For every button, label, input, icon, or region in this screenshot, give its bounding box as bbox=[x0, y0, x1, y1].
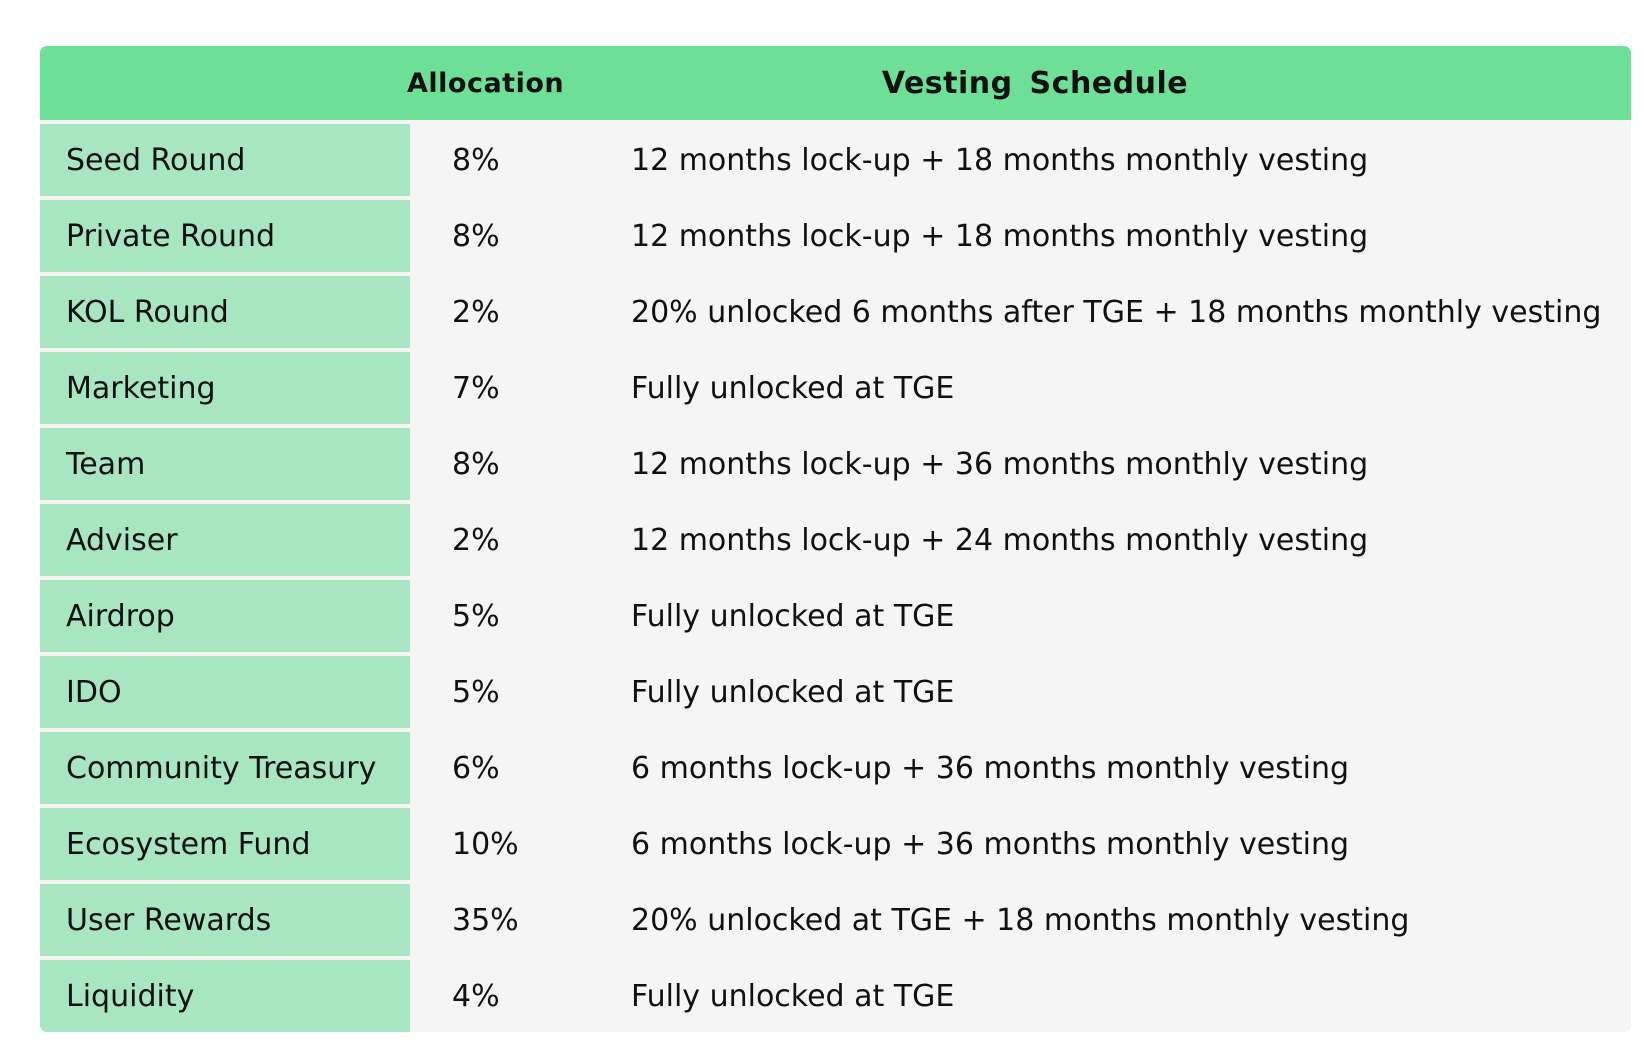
row-allocation-cell: 5% bbox=[414, 656, 561, 728]
row-allocation-cell: 8% bbox=[414, 428, 561, 500]
table-row: Airdrop 5% Fully unlocked at TGE bbox=[40, 580, 1631, 652]
row-schedule-cell: 12 months lock-up + 18 months monthly ve… bbox=[565, 200, 1631, 272]
row-schedule-cell: 12 months lock-up + 18 months monthly ve… bbox=[565, 124, 1631, 196]
row-allocation-cell: 4% bbox=[414, 960, 561, 1032]
row-allocation-cell: 5% bbox=[414, 580, 561, 652]
table-row: Team 8% 12 months lock-up + 36 months mont… bbox=[40, 428, 1631, 500]
row-name-cell: IDO bbox=[40, 656, 410, 728]
row-name-cell: Private Round bbox=[40, 200, 410, 272]
header-name-cell bbox=[40, 46, 410, 120]
row-allocation-cell: 8% bbox=[414, 200, 561, 272]
row-schedule-cell: 20% unlocked at TGE + 18 months monthly … bbox=[565, 884, 1631, 956]
row-name-cell: User Rewards bbox=[40, 884, 410, 956]
row-name-cell: Liquidity bbox=[40, 960, 410, 1032]
table-row: KOL Round 2% 20% unlocked 6 months after T… bbox=[40, 276, 1631, 348]
row-name-cell: Ecosystem Fund bbox=[40, 808, 410, 880]
table-row: Community Treasury 6% 6 months lock-up + 3… bbox=[40, 732, 1631, 804]
row-name-cell: Airdrop bbox=[40, 580, 410, 652]
row-name-cell: Team bbox=[40, 428, 410, 500]
table-row: Seed Round 8% 12 months lock-up + 18 month… bbox=[40, 124, 1631, 196]
table-body: Seed Round 8% 12 months lock-up + 18 month… bbox=[40, 124, 1631, 1032]
table-row: Ecosystem Fund 10% 6 months lock-up + 36 m… bbox=[40, 808, 1631, 880]
header-schedule-cell: Vesting Schedule bbox=[559, 46, 1631, 120]
row-allocation-cell: 2% bbox=[414, 504, 561, 576]
table-row: User Rewards 35% 20% unlocked at TGE + 18 … bbox=[40, 884, 1631, 956]
table-row: Liquidity 4% Fully unlocked at TGE bbox=[40, 960, 1631, 1032]
row-schedule-cell: Fully unlocked at TGE bbox=[565, 960, 1631, 1032]
row-name-cell: Marketing bbox=[40, 352, 410, 424]
row-schedule-cell: 12 months lock-up + 36 months monthly ve… bbox=[565, 428, 1631, 500]
header-allocation-cell: Allocation bbox=[407, 46, 564, 120]
row-schedule-cell: 20% unlocked 6 months after TGE + 18 mon… bbox=[565, 276, 1631, 348]
header-schedule-label: Vesting Schedule bbox=[881, 65, 1189, 101]
table-row: Adviser 2% 12 months lock-up + 24 months m… bbox=[40, 504, 1631, 576]
row-allocation-cell: 8% bbox=[414, 124, 561, 196]
row-name-cell: Adviser bbox=[40, 504, 410, 576]
row-schedule-cell: Fully unlocked at TGE bbox=[565, 352, 1631, 424]
row-schedule-cell: 6 months lock-up + 36 months monthly ves… bbox=[565, 732, 1631, 804]
table-header-row: Allocation Vesting Schedule bbox=[40, 46, 1631, 120]
header-allocation-label: Allocation bbox=[407, 67, 565, 99]
row-allocation-cell: 2% bbox=[414, 276, 561, 348]
row-schedule-cell: Fully unlocked at TGE bbox=[565, 580, 1631, 652]
row-name-cell: KOL Round bbox=[40, 276, 410, 348]
row-allocation-cell: 6% bbox=[414, 732, 561, 804]
row-name-cell: Community Treasury bbox=[40, 732, 410, 804]
row-allocation-cell: 7% bbox=[414, 352, 561, 424]
row-allocation-cell: 10% bbox=[414, 808, 561, 880]
row-allocation-cell: 35% bbox=[414, 884, 561, 956]
row-schedule-cell: 12 months lock-up + 24 months monthly ve… bbox=[565, 504, 1631, 576]
vesting-table: Allocation Vesting Schedule Seed Round 8%… bbox=[40, 46, 1631, 1032]
table-row: Marketing 7% Fully unlocked at TGE bbox=[40, 352, 1631, 424]
row-schedule-cell: 6 months lock-up + 36 months monthly ves… bbox=[565, 808, 1631, 880]
row-schedule-cell: Fully unlocked at TGE bbox=[565, 656, 1631, 728]
table-row: Private Round 8% 12 months lock-up + 18 mo… bbox=[40, 200, 1631, 272]
table-row: IDO 5% Fully unlocked at TGE bbox=[40, 656, 1631, 728]
row-name-cell: Seed Round bbox=[40, 124, 410, 196]
